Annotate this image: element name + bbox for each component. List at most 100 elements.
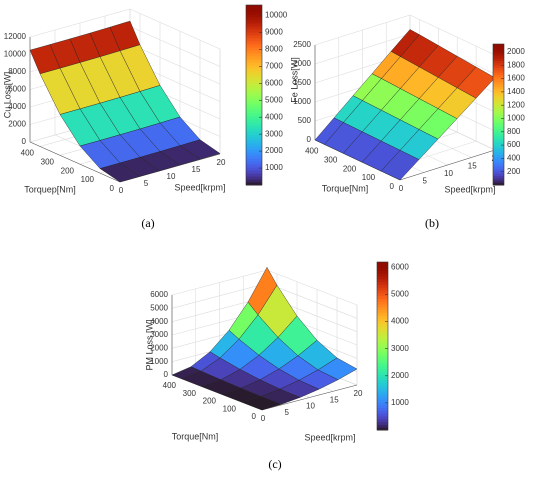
- caption: (a): [141, 216, 154, 230]
- colorbar-segment: [246, 38, 262, 42]
- colorbar-tick-label: 6000: [265, 78, 283, 87]
- y-tick-label: 300: [324, 155, 338, 164]
- surface-chart: 0 500 1000 1500 2000 2500 0 5 10 15 200 100 200 300 40…: [289, 14, 525, 230]
- z-tick-label: 4000: [150, 317, 168, 326]
- y-axis-label: Torquep[Nm]: [24, 184, 76, 194]
- y-tick-label: 200: [203, 397, 217, 406]
- colorbar-segment: [493, 72, 504, 76]
- colorbar-segment: [377, 337, 388, 341]
- colorbar-segment: [493, 128, 504, 132]
- colorbar-segment: [493, 114, 504, 118]
- z-tick-label: 4000: [8, 102, 26, 111]
- colorbar-segment: [246, 20, 262, 24]
- grid-line: [266, 269, 358, 306]
- colorbar-segment: [246, 26, 262, 30]
- z-tick-label: 2500: [293, 40, 311, 49]
- colorbar-tick-label: 1000: [265, 163, 283, 172]
- z-tick-label: 2000: [150, 343, 168, 352]
- colorbar-segment: [246, 77, 262, 81]
- colorbar-segment: [493, 58, 504, 61]
- colorbar-tick-label: 2000: [265, 146, 283, 155]
- colorbar-segment: [246, 83, 262, 87]
- y-tick-label: 200: [61, 166, 75, 175]
- colorbar-segment: [493, 147, 504, 151]
- colorbar-tick-label: 7000: [265, 61, 283, 70]
- colorbar-segment: [246, 65, 262, 69]
- colorbar-segment: [493, 163, 504, 167]
- colorbar-frame: [492, 43, 505, 186]
- x-tick-label: 15: [468, 162, 477, 171]
- z-tick-label: 500: [298, 116, 312, 125]
- colorbar-segment: [377, 287, 388, 291]
- grid-line: [129, 43, 221, 85]
- colorbar-segment: [493, 98, 504, 101]
- colorbar-segment: [377, 301, 388, 305]
- grid-line: [129, 8, 221, 50]
- y-tick-label: 0: [390, 182, 395, 191]
- colorbar-segment: [377, 315, 388, 319]
- colorbar-tick-label: 200: [507, 167, 521, 176]
- x-axis-label: Speed[krpm]: [304, 432, 355, 442]
- colorbar-segment: [377, 346, 388, 350]
- colorbar-segment: [493, 121, 504, 125]
- colorbar-segment: [377, 323, 388, 327]
- surface-cell: [241, 396, 282, 411]
- colorbar-segment: [377, 396, 388, 400]
- x-axis-label: Speed[krpm]: [444, 184, 495, 194]
- y-tick-label: 100: [223, 404, 237, 413]
- colorbar-segment: [493, 79, 504, 83]
- colorbar-frame: [245, 4, 263, 186]
- colorbar-segment: [493, 126, 504, 130]
- colorbar-tick-label: 3000: [265, 129, 283, 138]
- colorbar-tick-label: 1800: [507, 60, 525, 69]
- colorbar-segment: [246, 104, 262, 108]
- colorbar-segment: [493, 55, 504, 59]
- colorbar-segment: [377, 281, 388, 285]
- y-tick-label: 100: [362, 173, 376, 182]
- colorbar-segment: [377, 427, 388, 431]
- colorbar-segment: [377, 351, 388, 355]
- y-tick-label: 100: [81, 175, 95, 184]
- colorbar-segment: [246, 137, 262, 141]
- colorbar-segment: [246, 29, 262, 33]
- colorbar-segment: [493, 100, 504, 104]
- colorbar-tick-label: 1600: [507, 74, 525, 83]
- colorbar-segment: [246, 23, 262, 27]
- colorbar-segment: [377, 262, 388, 266]
- colorbar-segment: [493, 44, 504, 47]
- colorbar-segment: [246, 59, 262, 63]
- z-tick-label: 6000: [8, 85, 26, 94]
- colorbar-segment: [377, 348, 388, 353]
- colorbar-segment: [493, 119, 504, 123]
- colorbar-segment: [493, 62, 504, 66]
- colorbar-segment: [377, 379, 388, 383]
- colorbar-tick-label: 4000: [391, 317, 409, 326]
- colorbar-segment: [246, 98, 262, 102]
- colorbar-segment: [493, 159, 504, 162]
- colorbar-segment: [493, 51, 504, 54]
- colorbar-segment: [377, 278, 388, 283]
- colorbar-segment: [377, 295, 388, 299]
- colorbar-segment: [493, 138, 504, 141]
- colorbar-tick-label: 6000: [391, 263, 409, 272]
- colorbar-segment: [377, 357, 388, 361]
- colorbar-segment: [493, 88, 504, 92]
- colorbar-segment: [493, 67, 504, 71]
- z-tick-label: 0: [164, 370, 169, 379]
- colorbar-segment: [246, 158, 262, 162]
- grid-line: [129, 26, 221, 67]
- x-tick-label: 5: [285, 408, 290, 417]
- colorbar-segment: [377, 390, 388, 395]
- colorbar-segment: [493, 180, 504, 184]
- colorbar-segment: [377, 368, 388, 372]
- colorbar-segment: [493, 173, 504, 177]
- colorbar-segment: [377, 404, 388, 409]
- colorbar-tick-label: 1400: [507, 87, 525, 96]
- x-tick-label: 0: [119, 186, 124, 195]
- colorbar-tick-label: 4000: [265, 112, 283, 121]
- colorbar-segment: [246, 92, 262, 96]
- colorbar-frame: [376, 261, 389, 431]
- caption: (b): [425, 216, 439, 230]
- colorbar-segment: [493, 156, 504, 160]
- colorbar-segment: [246, 32, 262, 36]
